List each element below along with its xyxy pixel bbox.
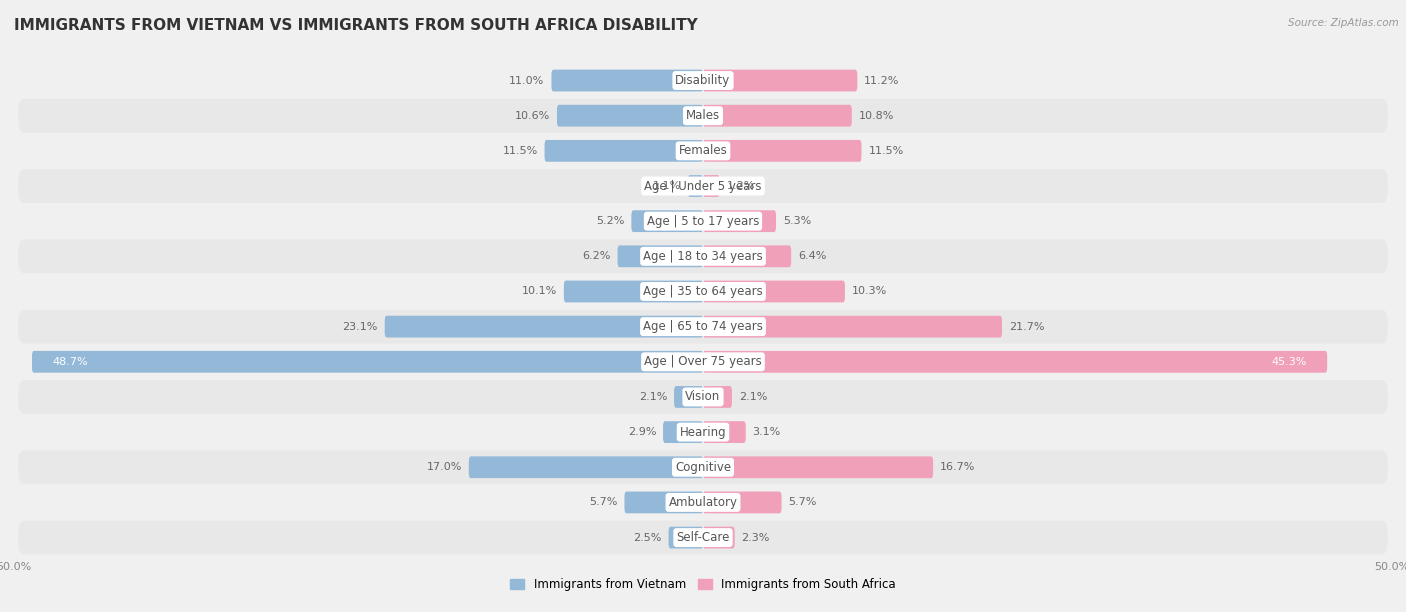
Text: 10.8%: 10.8% — [859, 111, 894, 121]
FancyBboxPatch shape — [18, 64, 1388, 97]
Text: Hearing: Hearing — [679, 425, 727, 439]
FancyBboxPatch shape — [18, 275, 1388, 308]
FancyBboxPatch shape — [703, 316, 1002, 338]
Text: Age | 5 to 17 years: Age | 5 to 17 years — [647, 215, 759, 228]
Text: 11.5%: 11.5% — [869, 146, 904, 156]
Legend: Immigrants from Vietnam, Immigrants from South Africa: Immigrants from Vietnam, Immigrants from… — [505, 573, 901, 595]
Text: 2.1%: 2.1% — [738, 392, 768, 402]
FancyBboxPatch shape — [18, 134, 1388, 168]
Text: Source: ZipAtlas.com: Source: ZipAtlas.com — [1288, 18, 1399, 28]
FancyBboxPatch shape — [18, 169, 1388, 203]
Text: Age | Over 75 years: Age | Over 75 years — [644, 356, 762, 368]
Text: Females: Females — [679, 144, 727, 157]
Text: 2.3%: 2.3% — [741, 532, 770, 543]
Text: 2.5%: 2.5% — [633, 532, 662, 543]
Text: IMMIGRANTS FROM VIETNAM VS IMMIGRANTS FROM SOUTH AFRICA DISABILITY: IMMIGRANTS FROM VIETNAM VS IMMIGRANTS FR… — [14, 18, 697, 34]
FancyBboxPatch shape — [703, 351, 1327, 373]
Text: Age | Under 5 years: Age | Under 5 years — [644, 179, 762, 193]
FancyBboxPatch shape — [624, 491, 703, 513]
FancyBboxPatch shape — [669, 527, 703, 548]
FancyBboxPatch shape — [703, 386, 733, 408]
Text: 5.3%: 5.3% — [783, 216, 811, 226]
FancyBboxPatch shape — [18, 345, 1388, 379]
FancyBboxPatch shape — [385, 316, 703, 338]
Text: 21.7%: 21.7% — [1010, 322, 1045, 332]
FancyBboxPatch shape — [18, 380, 1388, 414]
Text: Age | 18 to 34 years: Age | 18 to 34 years — [643, 250, 763, 263]
Text: 1.2%: 1.2% — [727, 181, 755, 191]
Text: Self-Care: Self-Care — [676, 531, 730, 544]
Text: 5.7%: 5.7% — [789, 498, 817, 507]
FancyBboxPatch shape — [703, 280, 845, 302]
Text: 11.5%: 11.5% — [502, 146, 537, 156]
Text: Disability: Disability — [675, 74, 731, 87]
Text: 10.3%: 10.3% — [852, 286, 887, 296]
Text: Age | 65 to 74 years: Age | 65 to 74 years — [643, 320, 763, 333]
FancyBboxPatch shape — [18, 415, 1388, 449]
FancyBboxPatch shape — [631, 211, 703, 232]
FancyBboxPatch shape — [551, 70, 703, 91]
FancyBboxPatch shape — [468, 457, 703, 478]
FancyBboxPatch shape — [703, 527, 735, 548]
Text: 10.6%: 10.6% — [515, 111, 550, 121]
Text: 11.0%: 11.0% — [509, 75, 544, 86]
FancyBboxPatch shape — [688, 175, 703, 197]
FancyBboxPatch shape — [18, 99, 1388, 133]
FancyBboxPatch shape — [703, 211, 776, 232]
FancyBboxPatch shape — [703, 491, 782, 513]
FancyBboxPatch shape — [703, 140, 862, 162]
Text: Cognitive: Cognitive — [675, 461, 731, 474]
Text: 10.1%: 10.1% — [522, 286, 557, 296]
FancyBboxPatch shape — [703, 421, 745, 443]
FancyBboxPatch shape — [557, 105, 703, 127]
Text: Males: Males — [686, 109, 720, 122]
Text: 2.1%: 2.1% — [638, 392, 668, 402]
FancyBboxPatch shape — [617, 245, 703, 267]
Text: 45.3%: 45.3% — [1271, 357, 1306, 367]
Text: Ambulatory: Ambulatory — [668, 496, 738, 509]
Text: 16.7%: 16.7% — [941, 462, 976, 472]
Text: Age | 35 to 64 years: Age | 35 to 64 years — [643, 285, 763, 298]
Text: 11.2%: 11.2% — [865, 75, 900, 86]
FancyBboxPatch shape — [703, 105, 852, 127]
FancyBboxPatch shape — [703, 245, 792, 267]
FancyBboxPatch shape — [18, 239, 1388, 273]
Text: 23.1%: 23.1% — [343, 322, 378, 332]
FancyBboxPatch shape — [18, 310, 1388, 343]
FancyBboxPatch shape — [18, 204, 1388, 238]
Text: 5.7%: 5.7% — [589, 498, 617, 507]
Text: 5.2%: 5.2% — [596, 216, 624, 226]
FancyBboxPatch shape — [18, 450, 1388, 484]
FancyBboxPatch shape — [32, 351, 703, 373]
Text: 3.1%: 3.1% — [752, 427, 780, 437]
FancyBboxPatch shape — [703, 70, 858, 91]
Text: 48.7%: 48.7% — [52, 357, 89, 367]
FancyBboxPatch shape — [703, 457, 934, 478]
Text: 1.1%: 1.1% — [652, 181, 681, 191]
Text: 17.0%: 17.0% — [426, 462, 461, 472]
FancyBboxPatch shape — [664, 421, 703, 443]
Text: 6.4%: 6.4% — [799, 252, 827, 261]
FancyBboxPatch shape — [703, 175, 720, 197]
FancyBboxPatch shape — [18, 521, 1388, 554]
FancyBboxPatch shape — [673, 386, 703, 408]
FancyBboxPatch shape — [564, 280, 703, 302]
Text: Vision: Vision — [685, 390, 721, 403]
FancyBboxPatch shape — [544, 140, 703, 162]
Text: 6.2%: 6.2% — [582, 252, 610, 261]
FancyBboxPatch shape — [18, 485, 1388, 520]
Text: 2.9%: 2.9% — [627, 427, 657, 437]
